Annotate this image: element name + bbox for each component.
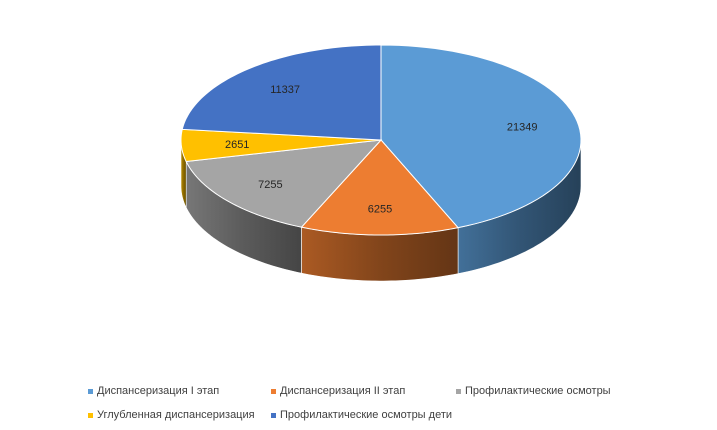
legend-label: Диспансеризация II этап (280, 385, 406, 397)
data-label-0: 21349 (507, 122, 538, 134)
legend-swatch (88, 388, 93, 394)
pie-slice-0 (380, 44, 582, 229)
legend-item-dispanserization-1: Диспансеризация I этап (88, 385, 219, 397)
pie-top (180, 44, 582, 236)
legend-swatch (456, 388, 461, 394)
legend-label: Углубленная диспансеризация (97, 409, 255, 421)
pie-slice-1 (300, 139, 460, 236)
legend-item-uglublennaya: Углубленная диспансеризация (88, 409, 255, 421)
data-label-1: 6255 (368, 203, 392, 215)
pie-sides (180, 139, 582, 282)
legend-label: Профилактические осмотры дети (280, 409, 452, 421)
data-label-4: 11337 (270, 84, 300, 96)
legend-swatch (88, 412, 93, 418)
legend-swatch (271, 388, 276, 394)
pie-slice-4 (181, 44, 382, 141)
data-labels: 21349 6255 7255 2651 11337 (225, 84, 538, 215)
pie-slice-2 (185, 139, 383, 228)
legend-label: Диспансеризация I этап (97, 385, 220, 397)
legend-item-dispanserization-2: Диспансеризация II этап (271, 385, 405, 397)
data-label-3: 2651 (225, 139, 249, 151)
legend-item-prof-osmotry-deti: Профилактические осмотры дети (271, 409, 452, 421)
data-label-2: 7255 (258, 179, 282, 191)
legend-label: Профилактические осмотры (465, 385, 611, 397)
legend-swatch (271, 412, 276, 418)
legend-item-prof-osmotry: Профилактические осмотры (456, 385, 611, 397)
